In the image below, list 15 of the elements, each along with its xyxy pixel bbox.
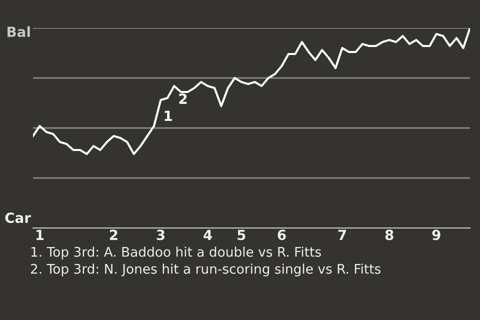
x-tick-label: 6 — [278, 230, 286, 240]
x-tick-label: 3 — [156, 230, 164, 240]
text: 2. Top 3rd: N. Jones hit a run-scoring single vs R. Fitts — [30, 264, 381, 276]
x-tick-label: 7 — [338, 230, 346, 240]
x-tick-label: 1 — [36, 230, 44, 240]
text: Bal — [8, 26, 30, 38]
x-tick-label: 2 — [110, 230, 118, 240]
x-tick-label: 8 — [385, 230, 394, 240]
text: Car — [5, 212, 31, 224]
text: 1. Top 3rd: A. Baddoo hit a double vs R. Fitts — [31, 246, 321, 260]
x-tick-label: 9 — [432, 230, 440, 240]
annotation: 2 — [179, 94, 187, 104]
x-tick-label: 5 — [238, 230, 246, 240]
annotation: 1 — [164, 110, 172, 121]
x-tick-label: 4 — [204, 230, 212, 240]
